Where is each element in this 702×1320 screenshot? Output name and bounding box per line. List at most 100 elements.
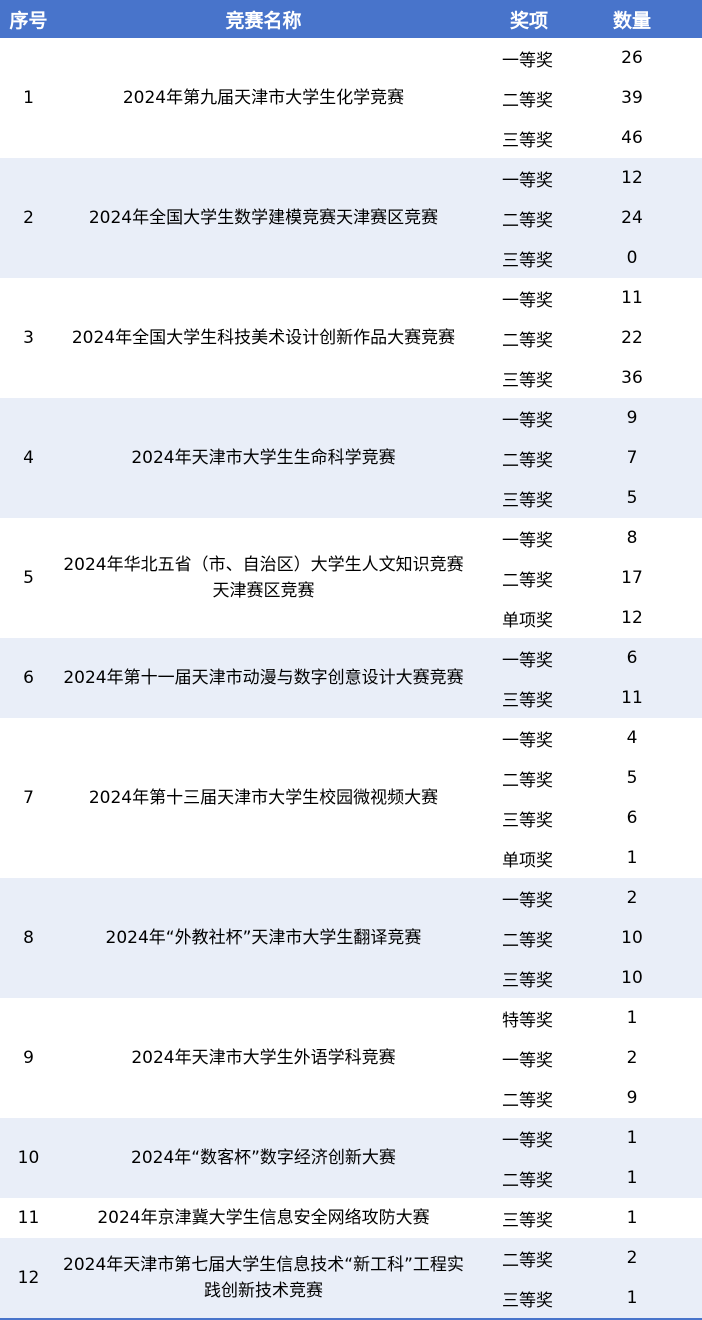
row-seq: 11 bbox=[17, 1208, 40, 1228]
row-seq: 6 bbox=[23, 668, 34, 688]
award-name: 三等奖 bbox=[502, 810, 553, 831]
award-name: 三等奖 bbox=[502, 970, 553, 991]
table-row: 1 2024年第九届天津市大学生化学竞赛 一等奖 二等奖 三等奖 26 39 46 bbox=[0, 38, 702, 158]
award-name: 一等奖 bbox=[502, 50, 553, 71]
award-count: 1 bbox=[626, 848, 638, 868]
table-row: 6 2024年第十一届天津市动漫与数字创意设计大赛竞赛 一等奖 三等奖 6 11 bbox=[0, 638, 702, 718]
award-column: 一等奖 二等奖 三等奖 bbox=[470, 278, 590, 398]
count-column: 6 11 bbox=[590, 638, 702, 718]
row-competition-name: 2024年全国大学生数学建模竞赛天津赛区竞赛 bbox=[88, 208, 439, 228]
award-column: 一等奖 二等奖 单项奖 bbox=[470, 518, 590, 638]
row-seq: 5 bbox=[23, 568, 34, 588]
row-competition-name: 2024年京津冀大学生信息安全网络攻防大赛 bbox=[97, 1208, 430, 1228]
table-row: 9 2024年天津市大学生外语学科竞赛 特等奖 一等奖 二等奖 1 2 9 bbox=[0, 998, 702, 1118]
award-count: 1 bbox=[626, 1008, 638, 1028]
award-count: 9 bbox=[626, 1088, 638, 1108]
table-row: 2 2024年全国大学生数学建模竞赛天津赛区竞赛 一等奖 二等奖 三等奖 12 24 0 bbox=[0, 158, 702, 278]
row-competition-name: 2024年第十三届天津市大学生校园微视频大赛 bbox=[88, 788, 439, 808]
count-column: 12 24 0 bbox=[590, 158, 702, 278]
award-name: 单项奖 bbox=[502, 850, 553, 871]
row-seq: 1 bbox=[23, 88, 34, 108]
award-column: 一等奖 二等奖 三等奖 bbox=[470, 158, 590, 278]
row-seq: 2 bbox=[23, 208, 34, 228]
award-name: 一等奖 bbox=[502, 170, 553, 191]
award-column: 一等奖二等奖三等奖单项奖 bbox=[470, 718, 590, 878]
award-name: 一等奖 bbox=[502, 530, 553, 551]
table-row: 8 2024年“外教社杯”天津市大学生翻译竞赛 一等奖 二等奖 三等奖 2 10 10 bbox=[0, 878, 702, 998]
award-name: 一等奖 bbox=[502, 890, 553, 911]
row-seq: 9 bbox=[23, 1048, 34, 1068]
count-column: 2 10 10 bbox=[590, 878, 702, 998]
award-column: 一等奖 二等奖 三等奖 bbox=[470, 38, 590, 158]
row-competition-name: 2024年全国大学生科技美术设计创新作品大赛竞赛 bbox=[71, 328, 456, 348]
award-count: 11 bbox=[621, 688, 643, 708]
award-name: 一等奖 bbox=[502, 1050, 553, 1071]
table-row: 4 2024年天津市大学生生命科学竞赛 一等奖 二等奖 三等奖 9 7 5 bbox=[0, 398, 702, 518]
header-count: 数量 bbox=[612, 9, 651, 32]
award-count: 9 bbox=[626, 408, 638, 428]
award-name: 二等奖 bbox=[502, 1090, 553, 1111]
award-name: 二等奖 bbox=[502, 330, 553, 351]
award-name: 二等奖 bbox=[502, 90, 553, 111]
award-name: 一等奖 bbox=[502, 290, 553, 311]
award-column: 特等奖 一等奖 二等奖 bbox=[470, 998, 590, 1118]
award-count: 2 bbox=[626, 888, 638, 908]
award-name: 二等奖 bbox=[502, 770, 553, 791]
award-column: 一等奖 二等奖 三等奖 bbox=[470, 398, 590, 518]
award-count: 10 bbox=[621, 968, 643, 988]
award-count: 1 bbox=[626, 1288, 638, 1308]
award-count: 5 bbox=[626, 768, 638, 788]
award-count: 36 bbox=[621, 368, 643, 388]
award-count: 2 bbox=[626, 1048, 638, 1068]
row-competition-name: 2024年天津市第七届大学生信息技术“新工科”工程实践创新技术竞赛 bbox=[63, 1255, 464, 1301]
award-name: 三等奖 bbox=[502, 1290, 553, 1311]
award-count: 10 bbox=[621, 928, 643, 948]
award-count: 12 bbox=[621, 608, 643, 628]
award-count: 24 bbox=[621, 208, 643, 228]
count-column: 26 39 46 bbox=[590, 38, 702, 158]
table-row: 5 2024年华北五省（市、自治区）大学生人文知识竞赛天津赛区竞赛 一等奖 二等奖 单项… bbox=[0, 518, 702, 638]
award-name: 三等奖 bbox=[502, 1210, 553, 1231]
row-seq: 3 bbox=[23, 328, 34, 348]
award-name: 三等奖 bbox=[502, 250, 553, 271]
award-count: 46 bbox=[621, 128, 643, 148]
award-column: 一等奖 二等奖 bbox=[470, 1118, 590, 1198]
award-name: 一等奖 bbox=[502, 730, 553, 751]
award-count: 26 bbox=[621, 48, 643, 68]
award-count: 17 bbox=[621, 568, 643, 588]
award-count: 11 bbox=[621, 288, 643, 308]
award-count: 4 bbox=[626, 728, 638, 748]
award-count: 1 bbox=[626, 1128, 638, 1148]
award-count: 2 bbox=[626, 1248, 638, 1268]
count-column: 8 17 12 bbox=[590, 518, 702, 638]
award-name: 三等奖 bbox=[502, 690, 553, 711]
award-count: 0 bbox=[626, 248, 638, 268]
award-name: 单项奖 bbox=[502, 610, 553, 631]
award-name: 二等奖 bbox=[502, 930, 553, 951]
award-name: 二等奖 bbox=[502, 210, 553, 231]
award-count: 5 bbox=[626, 488, 638, 508]
row-seq: 7 bbox=[23, 788, 34, 808]
count-column: 11 22 36 bbox=[590, 278, 702, 398]
award-name: 一等奖 bbox=[502, 650, 553, 671]
row-competition-name: 2024年第九届天津市大学生化学竞赛 bbox=[122, 88, 405, 108]
table-row: 12 2024年天津市第七届大学生信息技术“新工科”工程实践创新技术竞赛 二等奖 三等… bbox=[0, 1238, 702, 1318]
table-row: 10 2024年“数客杯”数字经济创新大赛 一等奖 二等奖 1 1 bbox=[0, 1118, 702, 1198]
row-seq: 12 bbox=[17, 1268, 40, 1288]
count-column: 4 5 6 1 bbox=[590, 718, 702, 878]
award-count: 6 bbox=[626, 648, 638, 668]
row-competition-name: 2024年第十一届天津市动漫与数字创意设计大赛竞赛 bbox=[63, 668, 464, 688]
award-column: 一等奖 三等奖 bbox=[470, 638, 590, 718]
award-column: 二等奖 三等奖 bbox=[470, 1238, 590, 1318]
table-header: 序号 竞赛名称 奖项 数量 bbox=[0, 0, 702, 38]
award-name: 特等奖 bbox=[502, 1010, 553, 1031]
row-seq: 8 bbox=[23, 928, 34, 948]
row-seq: 4 bbox=[23, 448, 34, 468]
award-name: 二等奖 bbox=[502, 450, 553, 471]
table-row: 11 2024年京津冀大学生信息安全网络攻防大赛 三等奖 1 bbox=[0, 1198, 702, 1238]
award-name: 三等奖 bbox=[502, 370, 553, 391]
table-row: 3 2024年全国大学生科技美术设计创新作品大赛竞赛 一等奖 二等奖 三等奖 11 22 36 bbox=[0, 278, 702, 398]
